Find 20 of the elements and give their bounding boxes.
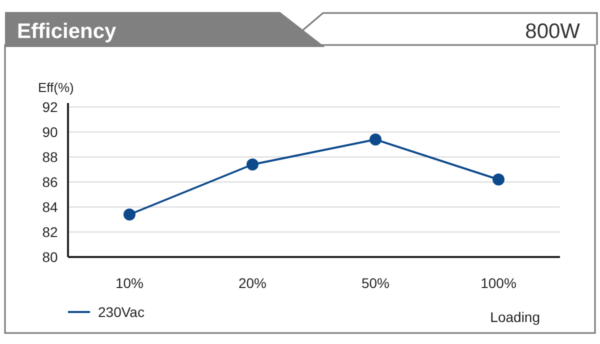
- y-tick-label: 88: [42, 148, 58, 165]
- point: [124, 208, 136, 220]
- y-tick-label: 82: [42, 224, 58, 240]
- x-tick-label: 10%: [115, 275, 144, 291]
- y-tick-label: 86: [42, 174, 58, 190]
- y-tick-label: 90: [42, 124, 58, 140]
- y-tick-label: 92: [42, 98, 58, 115]
- y-axis-title: Eff(%): [38, 80, 74, 95]
- x-tick-label: 100%: [480, 275, 516, 291]
- chart-subtitle: 800W: [525, 20, 580, 43]
- x-axis-title: Loading: [490, 309, 540, 325]
- point: [370, 134, 382, 146]
- point: [492, 174, 504, 186]
- legend-label: 230Vac: [98, 304, 144, 320]
- y-tick-label: 84: [42, 198, 58, 215]
- y-tick-label: 80: [42, 248, 58, 265]
- x-tick-label: 50%: [361, 275, 390, 291]
- point: [246, 158, 258, 170]
- x-tick-label: 20%: [238, 275, 267, 291]
- chart-title: Efficiency: [17, 20, 117, 43]
